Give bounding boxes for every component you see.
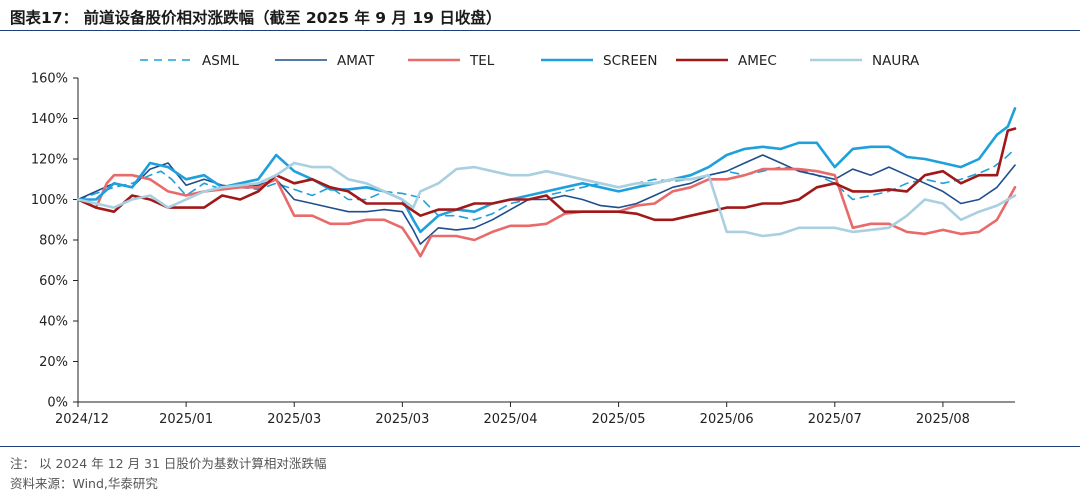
y-tick-label: 0% <box>47 396 68 411</box>
legend-label-asml: ASML <box>202 53 239 69</box>
legend-label-naura: NAURA <box>872 53 920 69</box>
series-line-tel <box>76 167 1017 258</box>
chart-title: 图表17： 前道设备股价相对涨跌幅（截至 2025 年 9 月 19 日收盘） <box>10 9 502 27</box>
series-line-amec <box>76 127 1017 222</box>
chart-series <box>76 107 1017 258</box>
x-tick-label: 2025/03 <box>267 412 321 427</box>
x-tick-label: 2025/08 <box>916 412 970 427</box>
footnote: 注： 以 2024 年 12 月 31 日股价为基数计算相对涨跌幅 <box>10 456 327 471</box>
x-tick-label: 2025/04 <box>483 412 537 427</box>
line-chart: ASML AMAT TEL SCREEN AMEC NAURA 0% 20% 40% 60% 80… <box>31 53 1017 427</box>
y-tick-label: 140% <box>31 112 68 127</box>
series-line-screen <box>76 107 1017 234</box>
y-tick-label: 40% <box>39 315 68 330</box>
x-tick-label: 2024/12 <box>55 412 109 427</box>
y-tick-label: 120% <box>31 153 68 168</box>
footer-divider <box>0 446 1080 447</box>
y-tick-label: 100% <box>31 193 68 208</box>
legend-label-amec: AMEC <box>738 53 777 69</box>
legend-label-tel: TEL <box>469 53 495 69</box>
x-tick-label: 2025/07 <box>808 412 862 427</box>
x-tick-label: 2025/01 <box>159 412 213 427</box>
series-line-naura <box>76 161 1017 238</box>
y-tick-label: 20% <box>39 355 68 370</box>
x-tick-label: 2025/03 <box>375 412 429 427</box>
y-tick-label: 160% <box>31 72 68 87</box>
chart-legend: ASML AMAT TEL SCREEN AMEC NAURA <box>140 53 920 69</box>
x-axis: 2024/12 2025/01 2025/03 2025/03 2025/04 2025/… <box>55 401 1015 427</box>
source-note: 资料来源：Wind,华泰研究 <box>10 476 158 491</box>
legend-label-amat: AMAT <box>337 53 375 69</box>
y-tick-label: 80% <box>39 234 68 249</box>
title-divider <box>0 30 1080 31</box>
x-tick-label: 2025/05 <box>592 412 646 427</box>
legend-label-screen: SCREEN <box>603 53 658 69</box>
y-tick-label: 60% <box>39 274 68 289</box>
y-axis: 0% 20% 40% 60% 80% 100% 120% 140% 160% <box>31 72 79 411</box>
x-tick-label: 2025/06 <box>700 412 754 427</box>
